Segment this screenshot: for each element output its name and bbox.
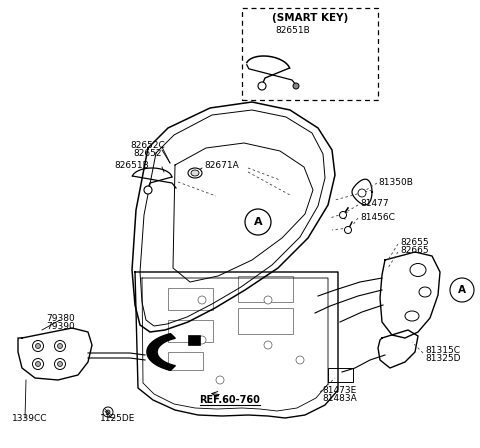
Circle shape: [58, 344, 62, 349]
Text: 81483A: 81483A: [322, 393, 357, 402]
Circle shape: [55, 340, 65, 352]
Text: 1339CC: 1339CC: [12, 414, 48, 422]
Circle shape: [36, 362, 40, 366]
Text: 82655: 82655: [400, 237, 429, 246]
Text: 81325D: 81325D: [425, 353, 460, 362]
Text: A: A: [254, 217, 262, 227]
Circle shape: [55, 358, 65, 370]
Circle shape: [296, 356, 304, 364]
Ellipse shape: [419, 287, 431, 297]
Text: 82671A: 82671A: [204, 160, 239, 169]
Bar: [238, 276, 293, 302]
Circle shape: [345, 227, 351, 233]
Circle shape: [293, 83, 299, 89]
Bar: [188, 335, 200, 345]
Circle shape: [198, 296, 206, 304]
Circle shape: [216, 376, 224, 384]
Text: 81473E: 81473E: [322, 385, 356, 395]
Circle shape: [198, 336, 206, 344]
Circle shape: [103, 407, 113, 417]
Circle shape: [36, 344, 40, 349]
Text: A: A: [458, 285, 466, 295]
Text: 81350B: 81350B: [378, 177, 413, 186]
Ellipse shape: [405, 311, 419, 321]
Text: REF.60-760: REF.60-760: [200, 395, 261, 405]
Text: 79390: 79390: [46, 322, 75, 331]
Text: (SMART KEY): (SMART KEY): [272, 13, 348, 23]
Ellipse shape: [191, 170, 199, 176]
Text: 82652: 82652: [133, 148, 161, 158]
Bar: [238, 308, 293, 334]
Bar: [242, 8, 378, 100]
Ellipse shape: [410, 263, 426, 276]
Text: 79380: 79380: [46, 314, 75, 323]
Bar: [328, 368, 353, 382]
Circle shape: [358, 189, 366, 197]
Bar: [168, 288, 213, 310]
Text: 82651B: 82651B: [275, 26, 310, 34]
Text: 82651B: 82651B: [114, 160, 149, 169]
Bar: [168, 352, 203, 370]
Circle shape: [258, 82, 266, 90]
Text: 82665: 82665: [400, 246, 429, 254]
Circle shape: [264, 341, 272, 349]
Circle shape: [106, 410, 110, 414]
Text: 81456C: 81456C: [360, 212, 395, 221]
Text: 81477: 81477: [360, 198, 389, 207]
Circle shape: [144, 186, 152, 194]
Circle shape: [339, 211, 347, 219]
Circle shape: [33, 358, 44, 370]
Circle shape: [450, 278, 474, 302]
Circle shape: [245, 209, 271, 235]
Ellipse shape: [188, 168, 202, 178]
Circle shape: [264, 296, 272, 304]
Circle shape: [58, 362, 62, 366]
Circle shape: [33, 340, 44, 352]
Text: 82652C: 82652C: [130, 141, 165, 150]
Text: 1125DE: 1125DE: [100, 414, 135, 422]
Bar: [168, 320, 213, 342]
Text: 81315C: 81315C: [425, 345, 460, 354]
